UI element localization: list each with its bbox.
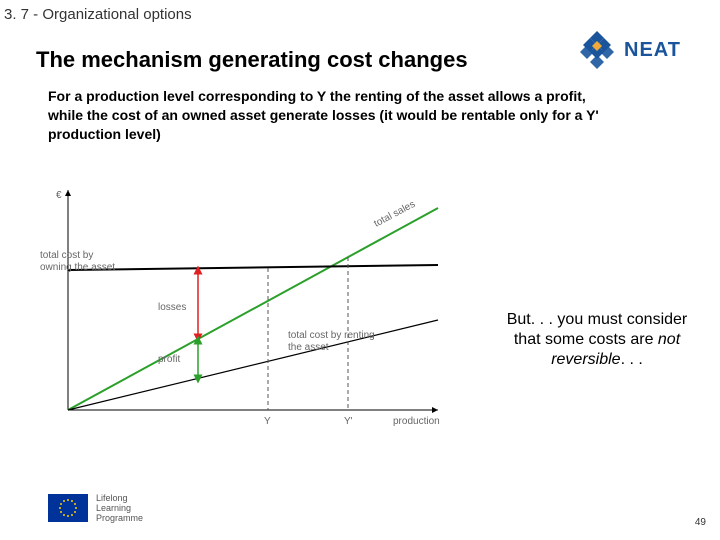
breadcrumb: 3. 7 - Organizational options: [0, 0, 720, 23]
neat-logo-icon: [576, 29, 618, 71]
page-number: 49: [695, 517, 706, 528]
svg-text:the asset: the asset: [288, 342, 329, 353]
neat-logo-text: NEAT: [624, 39, 681, 62]
svg-text:€: €: [56, 190, 62, 201]
svg-text:profit: profit: [158, 354, 180, 365]
svg-text:total sales: total sales: [372, 199, 417, 230]
llp-3: Programme: [96, 514, 143, 524]
side-note: But. . . you must consider that some cos…: [502, 310, 692, 370]
svg-text:Y': Y': [344, 416, 353, 427]
cost-chart: € production Y Y' losses profit total sales tot…: [38, 180, 458, 450]
side-note-text2: . . .: [621, 351, 643, 368]
lifelong-learning-label: Lifelong Learning Programme: [96, 494, 143, 524]
eu-flag-icon: [48, 494, 88, 522]
svg-text:owning the asset: owning the asset: [40, 262, 115, 273]
neat-logo: NEAT: [576, 24, 696, 76]
svg-text:total cost by renting: total cost by renting: [288, 330, 375, 341]
svg-text:production: production: [393, 416, 440, 427]
svg-text:total cost by: total cost by: [40, 250, 93, 261]
svg-text:Y: Y: [264, 416, 271, 427]
svg-text:losses: losses: [158, 302, 186, 313]
body-text: For a production level corresponding to …: [0, 81, 720, 144]
